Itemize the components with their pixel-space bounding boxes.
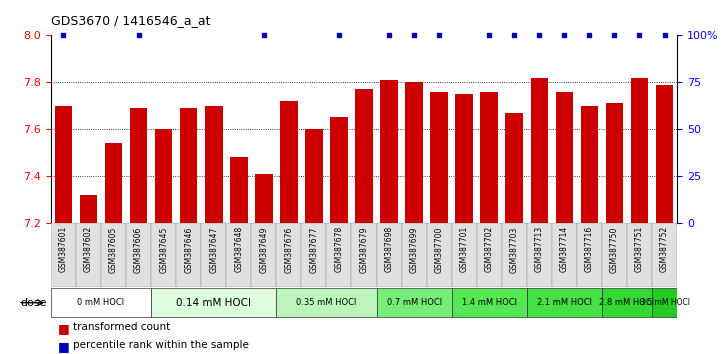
Bar xyxy=(456,94,473,223)
Text: 2.1 mM HOCl: 2.1 mM HOCl xyxy=(537,298,592,307)
Bar xyxy=(305,129,323,223)
Bar xyxy=(480,92,498,223)
Bar xyxy=(331,118,348,223)
Bar xyxy=(405,82,423,223)
Bar xyxy=(277,288,376,317)
Text: GDS3670 / 1416546_a_at: GDS3670 / 1416546_a_at xyxy=(51,14,210,27)
Bar xyxy=(277,223,301,287)
Bar xyxy=(105,143,122,223)
Bar xyxy=(606,103,623,223)
Bar xyxy=(451,288,527,317)
Bar xyxy=(151,288,277,317)
Text: GSM387645: GSM387645 xyxy=(159,226,168,273)
Text: percentile rank within the sample: percentile rank within the sample xyxy=(73,340,249,350)
Text: GSM387648: GSM387648 xyxy=(234,226,243,273)
Text: 2.8 mM HOCl: 2.8 mM HOCl xyxy=(599,298,654,307)
Text: GSM387646: GSM387646 xyxy=(184,226,193,273)
Bar xyxy=(376,288,451,317)
Bar xyxy=(656,85,673,223)
Bar xyxy=(201,223,226,287)
Text: GSM387699: GSM387699 xyxy=(410,226,419,273)
Bar xyxy=(301,223,326,287)
Text: GSM387605: GSM387605 xyxy=(109,226,118,273)
Bar xyxy=(326,223,352,287)
Text: GSM387679: GSM387679 xyxy=(360,226,368,273)
Bar xyxy=(355,89,373,223)
Text: GSM387601: GSM387601 xyxy=(59,226,68,273)
Text: GSM387678: GSM387678 xyxy=(334,226,344,273)
Text: 0.7 mM HOCl: 0.7 mM HOCl xyxy=(387,298,442,307)
Bar xyxy=(176,223,201,287)
Bar xyxy=(280,101,298,223)
Bar xyxy=(527,288,602,317)
Text: GSM387703: GSM387703 xyxy=(510,226,519,273)
Bar xyxy=(630,78,648,223)
Text: GSM387602: GSM387602 xyxy=(84,226,93,273)
Bar xyxy=(376,223,402,287)
Bar xyxy=(627,223,652,287)
Text: GSM387714: GSM387714 xyxy=(560,226,569,273)
Bar xyxy=(151,223,176,287)
Text: GSM387649: GSM387649 xyxy=(259,226,269,273)
Bar xyxy=(251,223,277,287)
Bar xyxy=(80,195,98,223)
Text: 0.35 mM HOCl: 0.35 mM HOCl xyxy=(296,298,357,307)
Text: dose: dose xyxy=(21,298,47,308)
Bar xyxy=(230,157,248,223)
Bar xyxy=(602,223,627,287)
Bar xyxy=(155,129,173,223)
Text: GSM387716: GSM387716 xyxy=(585,226,594,273)
Bar xyxy=(126,223,151,287)
Bar xyxy=(527,223,552,287)
Text: GSM387698: GSM387698 xyxy=(384,226,394,273)
Text: GSM387606: GSM387606 xyxy=(134,226,143,273)
Bar xyxy=(402,223,427,287)
Text: GSM387713: GSM387713 xyxy=(535,226,544,273)
Text: GSM387750: GSM387750 xyxy=(610,226,619,273)
Text: transformed count: transformed count xyxy=(73,322,170,332)
Bar xyxy=(51,288,151,317)
Bar xyxy=(427,223,451,287)
Bar xyxy=(652,288,677,317)
Text: ■: ■ xyxy=(58,322,70,335)
Text: 0 mM HOCl: 0 mM HOCl xyxy=(77,298,124,307)
Bar xyxy=(477,223,502,287)
Text: GSM387647: GSM387647 xyxy=(209,226,218,273)
Bar xyxy=(552,223,577,287)
Bar xyxy=(255,174,272,223)
Text: GSM387677: GSM387677 xyxy=(309,226,318,273)
Text: GSM387701: GSM387701 xyxy=(459,226,469,273)
Bar xyxy=(577,223,602,287)
Text: GSM387702: GSM387702 xyxy=(485,226,494,273)
Bar xyxy=(505,113,523,223)
Bar xyxy=(531,78,548,223)
Text: GSM387700: GSM387700 xyxy=(435,226,443,273)
Bar xyxy=(652,223,677,287)
Bar xyxy=(130,108,147,223)
Text: GSM387751: GSM387751 xyxy=(635,226,644,273)
Text: GSM387752: GSM387752 xyxy=(660,226,669,273)
Text: 0.14 mM HOCl: 0.14 mM HOCl xyxy=(176,298,251,308)
Bar xyxy=(101,223,126,287)
Bar xyxy=(555,92,573,223)
Bar xyxy=(226,223,251,287)
Bar xyxy=(380,80,397,223)
Bar xyxy=(581,106,598,223)
Text: 1.4 mM HOCl: 1.4 mM HOCl xyxy=(462,298,517,307)
Bar xyxy=(502,223,527,287)
Text: 3.5 mM HOCl: 3.5 mM HOCl xyxy=(639,298,689,307)
Bar xyxy=(352,223,376,287)
Bar xyxy=(451,223,477,287)
Bar xyxy=(76,223,101,287)
Bar xyxy=(430,92,448,223)
Text: GSM387676: GSM387676 xyxy=(285,226,293,273)
Bar xyxy=(180,108,197,223)
Bar xyxy=(205,106,223,223)
Text: ■: ■ xyxy=(58,340,70,353)
Bar xyxy=(602,288,652,317)
Bar xyxy=(51,223,76,287)
Bar xyxy=(55,106,72,223)
